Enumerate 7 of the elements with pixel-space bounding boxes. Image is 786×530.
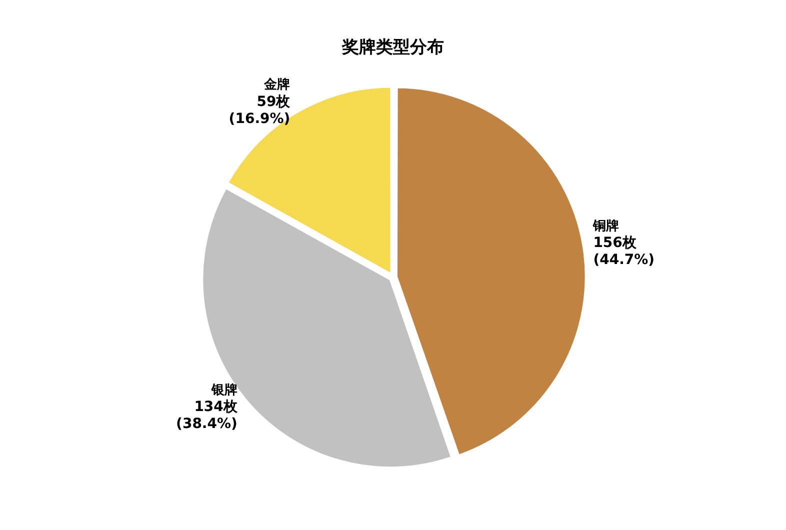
chart-title: 奖牌类型分布 [341, 38, 444, 58]
data-label: 156枚 (44.7%) [593, 235, 655, 268]
data-label: 59枚 (16.9%) [228, 94, 292, 127]
slice-label: 银牌 [210, 382, 238, 398]
slice-label: 金牌 [263, 76, 290, 93]
data-label: 134枚 (38.4%) [176, 399, 238, 432]
slice-label: 铜牌 [592, 218, 620, 234]
